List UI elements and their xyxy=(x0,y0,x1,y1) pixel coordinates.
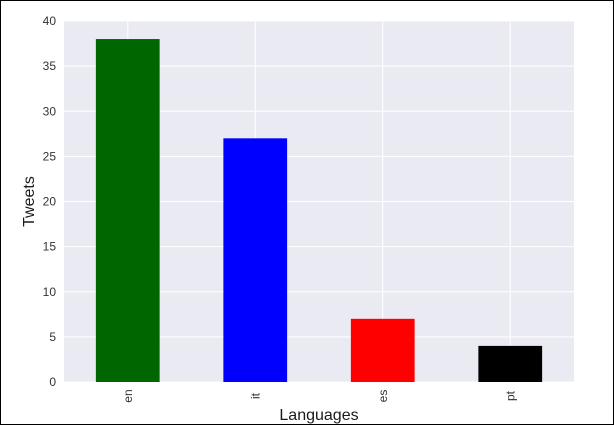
y-tick-label: 0 xyxy=(49,375,56,389)
x-tick-label: en xyxy=(121,389,135,402)
bar-it xyxy=(223,138,288,382)
y-axis-label: Tweets xyxy=(21,176,38,227)
x-tick-label: it xyxy=(248,392,262,399)
y-tick-label: 10 xyxy=(43,285,57,299)
x-tick-label: pt xyxy=(503,390,517,401)
y-tick-label: 30 xyxy=(43,104,57,118)
y-axis-ticks: 0 5 10 15 20 25 30 35 40 xyxy=(43,14,57,389)
y-tick-label: 35 xyxy=(43,59,57,73)
x-axis-label: Languages xyxy=(279,407,358,424)
bar-pt xyxy=(478,345,543,382)
x-axis-ticks: en it es pt xyxy=(121,389,518,402)
y-tick-label: 15 xyxy=(43,240,57,254)
x-tick-label: es xyxy=(376,390,390,403)
y-tick-label: 20 xyxy=(43,195,57,209)
y-tick-label: 5 xyxy=(49,330,56,344)
y-tick-label: 40 xyxy=(43,14,57,28)
bars xyxy=(95,39,543,383)
bar-en xyxy=(95,39,160,383)
y-tick-label: 25 xyxy=(43,149,57,163)
bar-es xyxy=(350,318,415,382)
